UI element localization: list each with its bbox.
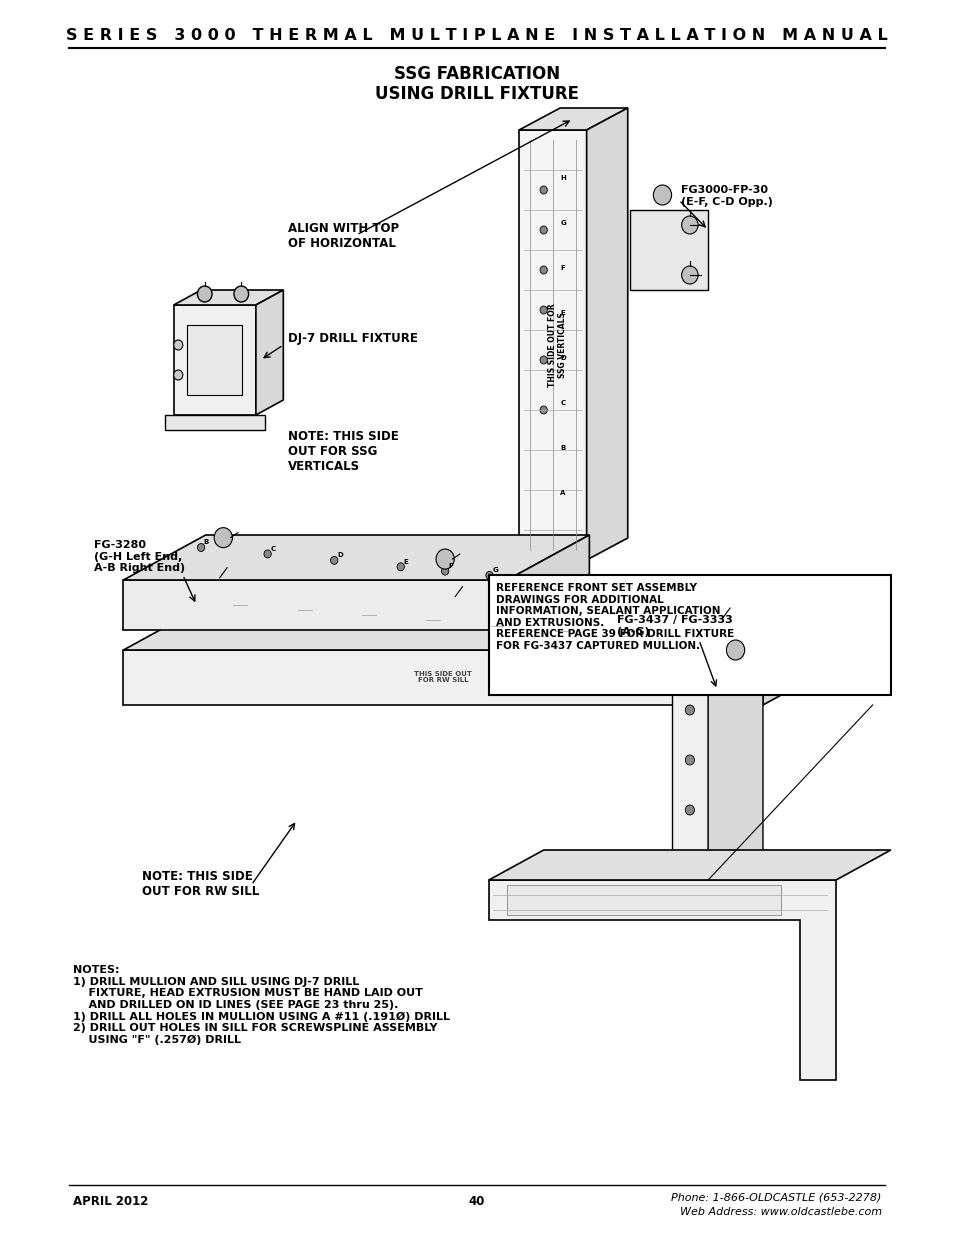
Polygon shape: [255, 290, 283, 415]
Circle shape: [396, 563, 404, 571]
Circle shape: [441, 567, 448, 576]
Circle shape: [264, 550, 271, 558]
Polygon shape: [518, 130, 586, 559]
Polygon shape: [123, 535, 589, 580]
Text: FG-3437 / FG-3333
(A-G): FG-3437 / FG-3333 (A-G): [617, 615, 732, 636]
Circle shape: [539, 306, 547, 314]
Circle shape: [485, 572, 493, 579]
Circle shape: [653, 185, 671, 205]
Polygon shape: [488, 850, 890, 881]
Circle shape: [725, 640, 744, 659]
Text: USING DRILL FIXTURE: USING DRILL FIXTURE: [375, 85, 578, 103]
Text: Web Address: www.oldcastlebe.com: Web Address: www.oldcastlebe.com: [679, 1207, 881, 1216]
Circle shape: [197, 543, 205, 552]
Polygon shape: [164, 415, 265, 430]
Polygon shape: [173, 305, 255, 415]
Text: NOTE: THIS SIDE
OUT FOR RW SILL: NOTE: THIS SIDE OUT FOR RW SILL: [142, 869, 258, 898]
Circle shape: [681, 266, 698, 284]
Polygon shape: [507, 885, 781, 915]
Text: C: C: [559, 400, 565, 406]
Polygon shape: [123, 590, 872, 650]
Circle shape: [257, 601, 267, 611]
Circle shape: [330, 556, 337, 564]
Text: F: F: [447, 563, 452, 569]
Polygon shape: [187, 325, 242, 395]
Circle shape: [684, 805, 694, 815]
Text: NOTE: THIS SIDE
OUT FOR SSG
VERTICALS: NOTE: THIS SIDE OUT FOR SSG VERTICALS: [288, 430, 398, 473]
Circle shape: [684, 705, 694, 715]
Circle shape: [539, 406, 547, 414]
Circle shape: [472, 619, 480, 629]
Text: B: B: [559, 445, 565, 451]
Text: B: B: [204, 540, 209, 546]
Circle shape: [213, 527, 233, 547]
Text: ALIGN WITH TOP
OF HORIZONTAL: ALIGN WITH TOP OF HORIZONTAL: [288, 222, 398, 249]
Circle shape: [684, 855, 694, 864]
Text: D: D: [559, 354, 565, 361]
Circle shape: [173, 370, 183, 380]
Circle shape: [193, 597, 203, 606]
Circle shape: [209, 578, 231, 601]
Text: C: C: [270, 546, 275, 552]
Text: THIS SIDE OUT
FOR RW SILL: THIS SIDE OUT FOR RW SILL: [414, 671, 472, 683]
Text: E: E: [403, 558, 408, 564]
Text: APRIL 2012: APRIL 2012: [73, 1195, 149, 1208]
Text: SSG FABRICATION: SSG FABRICATION: [394, 65, 559, 83]
Text: S E R I E S   3 0 0 0   T H E R M A L   M U L T I P L A N E   I N S T A L L A T : S E R I E S 3 0 0 0 T H E R M A L M U L …: [66, 28, 887, 43]
Text: E: E: [559, 310, 564, 316]
Circle shape: [681, 216, 698, 233]
Circle shape: [539, 266, 547, 274]
Text: THIS SIDE OUT FOR
SSG VERTICALS: THIS SIDE OUT FOR SSG VERTICALS: [547, 303, 566, 387]
Text: FG3000-FP-30
(E-F, C-D Opp.): FG3000-FP-30 (E-F, C-D Opp.): [680, 185, 772, 206]
Polygon shape: [671, 630, 762, 659]
Polygon shape: [488, 881, 835, 1079]
Circle shape: [539, 356, 547, 364]
Text: A: A: [559, 490, 565, 496]
Text: FG-3280
(G-H Left End,
A-B Right End): FG-3280 (G-H Left End, A-B Right End): [94, 540, 185, 573]
Text: DJ-7 DRILL FIXTURE: DJ-7 DRILL FIXTURE: [288, 332, 417, 345]
Circle shape: [539, 186, 547, 194]
Circle shape: [578, 627, 588, 637]
Circle shape: [444, 597, 466, 620]
Circle shape: [436, 550, 454, 569]
Circle shape: [173, 340, 183, 350]
Text: H: H: [559, 175, 565, 182]
Polygon shape: [507, 535, 589, 630]
Circle shape: [539, 226, 547, 233]
Text: Phone: 1-866-OLDCASTLE (653-2278): Phone: 1-866-OLDCASTLE (653-2278): [671, 1192, 881, 1202]
Bar: [488, 576, 890, 695]
Text: NOTES:
1) DRILL MULLION AND SILL USING DJ-7 DRILL
    FIXTURE, HEAD EXTRUSION MU: NOTES: 1) DRILL MULLION AND SILL USING D…: [73, 965, 450, 1045]
Text: F: F: [559, 266, 564, 270]
Text: D: D: [336, 552, 342, 558]
Polygon shape: [173, 290, 283, 305]
Circle shape: [685, 636, 695, 646]
Polygon shape: [123, 580, 507, 630]
Circle shape: [711, 618, 733, 642]
Circle shape: [684, 755, 694, 764]
Polygon shape: [762, 590, 872, 705]
Polygon shape: [123, 650, 762, 705]
Text: G: G: [559, 220, 565, 226]
Polygon shape: [707, 630, 762, 881]
Circle shape: [365, 610, 374, 620]
Circle shape: [233, 287, 249, 303]
Circle shape: [197, 287, 212, 303]
Text: 40: 40: [468, 1195, 485, 1208]
Text: G: G: [492, 567, 497, 573]
Polygon shape: [518, 107, 627, 130]
Polygon shape: [671, 659, 707, 881]
Text: REFERENCE FRONT SET ASSEMBLY
DRAWINGS FOR ADDITIONAL
INFORMATION, SEALANT APPLIC: REFERENCE FRONT SET ASSEMBLY DRAWINGS FO…: [496, 583, 734, 651]
Polygon shape: [630, 210, 707, 290]
Polygon shape: [586, 107, 627, 559]
